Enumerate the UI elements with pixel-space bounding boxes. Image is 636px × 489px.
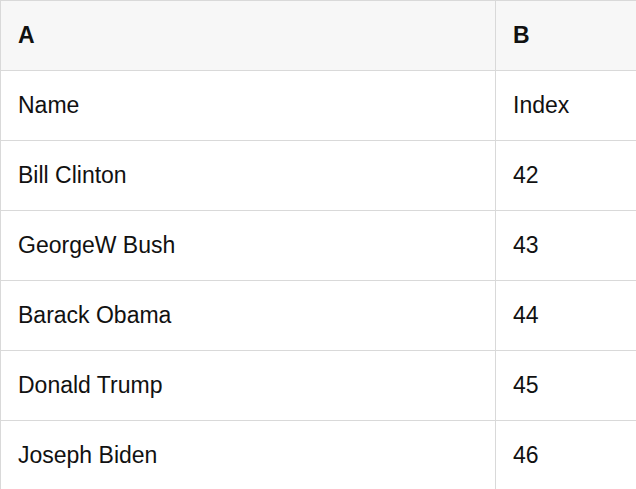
column-header-b[interactable]: B — [496, 1, 636, 71]
table-cell[interactable]: Index — [496, 71, 636, 141]
table-cell[interactable]: Joseph Biden — [1, 421, 496, 489]
table-row: GeorgeW Bush43 — [1, 211, 636, 281]
spreadsheet-grid: ABNameIndexBill Clinton42GeorgeW Bush43B… — [0, 0, 636, 489]
column-header-a[interactable]: A — [1, 1, 496, 71]
table-cell[interactable]: Name — [1, 71, 496, 141]
table-cell[interactable]: Bill Clinton — [1, 141, 496, 211]
table-cell[interactable]: 46 — [496, 421, 636, 489]
table-cell[interactable]: 42 — [496, 141, 636, 211]
header-row: AB — [1, 1, 636, 71]
table-viewport: ABNameIndexBill Clinton42GeorgeW Bush43B… — [0, 0, 636, 489]
table-row: Barack Obama44 — [1, 281, 636, 351]
table-row: Bill Clinton42 — [1, 141, 636, 211]
table-cell[interactable]: Barack Obama — [1, 281, 496, 351]
table-row: Joseph Biden46 — [1, 421, 636, 489]
table-cell[interactable]: 44 — [496, 281, 636, 351]
table-cell[interactable]: GeorgeW Bush — [1, 211, 496, 281]
table-cell[interactable]: 45 — [496, 351, 636, 421]
table-cell[interactable]: 43 — [496, 211, 636, 281]
table-cell[interactable]: Donald Trump — [1, 351, 496, 421]
table-row: Donald Trump45 — [1, 351, 636, 421]
table-row: NameIndex — [1, 71, 636, 141]
